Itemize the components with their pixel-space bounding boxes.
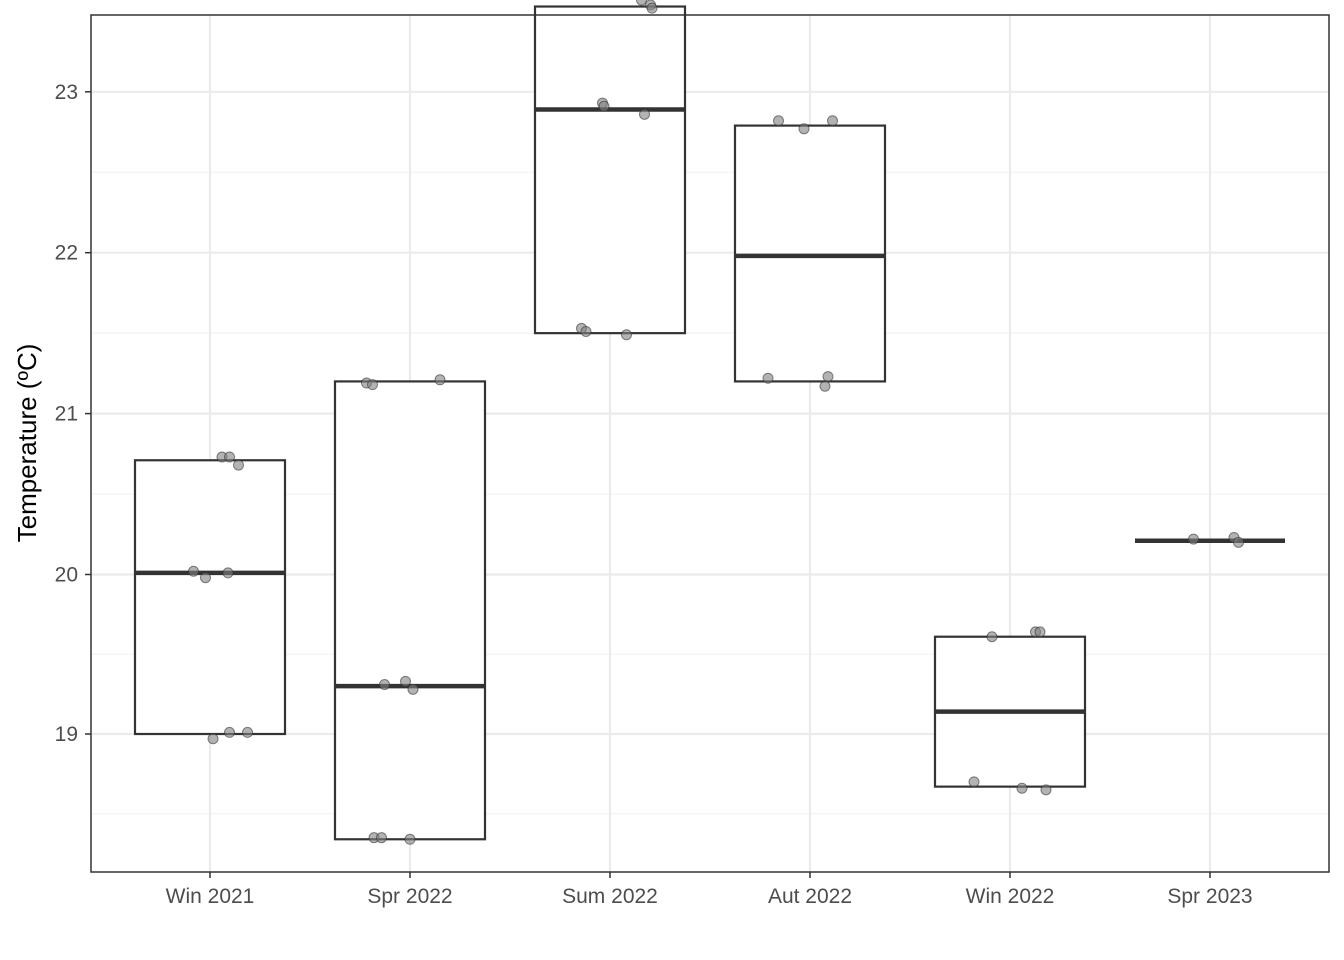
data-point [233,459,244,471]
data-point [404,833,416,845]
data-point [407,683,419,695]
y-tick-label: 19 [55,723,78,746]
x-tick-label: Win 2021 [166,885,255,908]
data-point [224,726,235,738]
data-point [636,0,647,6]
data-point [1188,533,1199,545]
boxes [133,5,1285,841]
x-tick-label: Spr 2022 [367,885,452,908]
data-point [580,326,592,338]
data-point [434,374,446,386]
box [333,380,487,841]
data-point [1034,626,1046,638]
data-point [639,108,650,120]
y-tick-label: 21 [55,403,78,426]
y-tick-label: 23 [55,81,78,104]
data-point [1233,536,1244,548]
box [533,5,687,335]
data-point [224,451,235,463]
data-point [222,567,234,579]
data-point [400,675,411,687]
data-points [188,0,1244,845]
data-point [367,379,378,391]
data-point [762,372,774,384]
data-point [798,123,810,135]
data-point [773,115,784,127]
data-point [207,733,219,745]
data-point [1040,784,1052,796]
data-point [827,115,838,127]
data-point [188,565,199,577]
data-point [621,329,632,341]
data-point [598,100,610,112]
data-point [646,2,658,14]
y-axis-title: Temperature (ºC) [12,344,42,543]
data-point [819,380,831,392]
data-point [1016,782,1028,794]
x-tick-label: Aut 2022 [768,885,852,908]
axes: 19 20 21 22 23 Win 2021 Spr 2022 Sum 2022 Aut 20… [55,81,1253,908]
x-tick-label: Win 2022 [966,885,1055,908]
panel-border [90,14,1330,873]
x-tick-label: Spr 2023 [1167,885,1252,908]
data-point [242,726,253,738]
data-point [968,776,980,788]
box [733,124,887,383]
data-point [376,832,387,844]
data-point [986,631,998,643]
y-tick-label: 22 [55,242,78,265]
data-point [200,572,211,584]
y-tick-label: 20 [55,564,78,587]
data-point [822,371,834,383]
box [133,459,287,736]
x-tick-label: Sum 2022 [562,885,658,908]
data-point [379,679,390,691]
